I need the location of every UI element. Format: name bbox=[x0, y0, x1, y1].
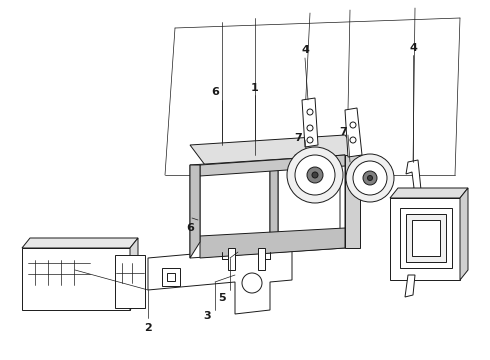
Polygon shape bbox=[115, 255, 145, 308]
Circle shape bbox=[353, 161, 387, 195]
Polygon shape bbox=[22, 248, 130, 310]
Polygon shape bbox=[460, 188, 468, 280]
Circle shape bbox=[346, 154, 394, 202]
Polygon shape bbox=[345, 155, 360, 248]
Circle shape bbox=[312, 172, 318, 178]
Text: 7: 7 bbox=[294, 133, 302, 143]
Circle shape bbox=[363, 171, 377, 185]
Circle shape bbox=[242, 273, 262, 293]
Polygon shape bbox=[228, 248, 235, 270]
Circle shape bbox=[307, 137, 313, 143]
Polygon shape bbox=[412, 220, 440, 256]
Circle shape bbox=[307, 125, 313, 131]
Polygon shape bbox=[270, 165, 278, 246]
Polygon shape bbox=[390, 188, 468, 198]
Text: 6: 6 bbox=[211, 87, 219, 97]
Text: 1: 1 bbox=[251, 83, 259, 93]
Circle shape bbox=[307, 109, 313, 115]
Circle shape bbox=[368, 176, 372, 180]
Polygon shape bbox=[130, 238, 138, 310]
Circle shape bbox=[350, 122, 356, 128]
Text: 6: 6 bbox=[186, 223, 194, 233]
Polygon shape bbox=[405, 275, 415, 297]
Polygon shape bbox=[400, 208, 452, 268]
Circle shape bbox=[295, 155, 335, 195]
Text: 5: 5 bbox=[218, 293, 226, 303]
Text: 3: 3 bbox=[203, 311, 211, 321]
Text: 2: 2 bbox=[144, 323, 152, 333]
Circle shape bbox=[307, 167, 323, 183]
Text: 7: 7 bbox=[339, 127, 347, 137]
Polygon shape bbox=[302, 98, 318, 147]
Polygon shape bbox=[295, 152, 322, 180]
Bar bbox=[167, 273, 175, 281]
Bar bbox=[162, 268, 180, 286]
Polygon shape bbox=[200, 166, 270, 242]
Circle shape bbox=[287, 147, 343, 203]
Polygon shape bbox=[345, 108, 362, 157]
Polygon shape bbox=[200, 155, 345, 176]
Polygon shape bbox=[190, 135, 360, 165]
Circle shape bbox=[350, 137, 356, 143]
Polygon shape bbox=[190, 165, 200, 258]
Text: 4: 4 bbox=[409, 43, 417, 53]
Polygon shape bbox=[278, 160, 340, 246]
Polygon shape bbox=[190, 155, 345, 258]
Polygon shape bbox=[200, 228, 345, 258]
Polygon shape bbox=[22, 238, 138, 248]
Polygon shape bbox=[406, 214, 446, 262]
Polygon shape bbox=[406, 160, 422, 202]
Polygon shape bbox=[148, 242, 292, 314]
Polygon shape bbox=[390, 198, 460, 280]
Polygon shape bbox=[258, 248, 265, 270]
Text: 4: 4 bbox=[301, 45, 309, 55]
